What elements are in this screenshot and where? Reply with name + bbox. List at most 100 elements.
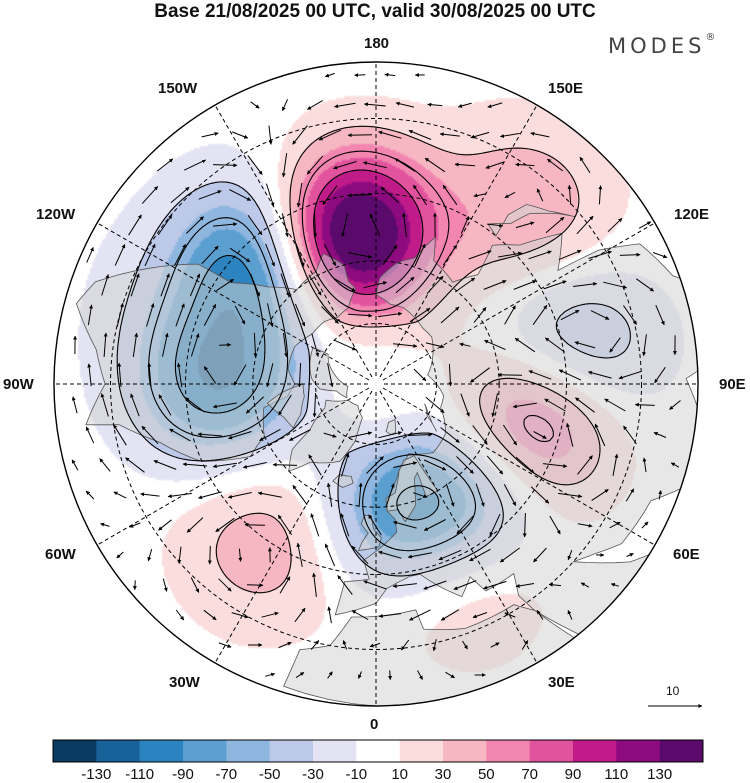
wind-arrow bbox=[382, 244, 398, 265]
wind-arrow bbox=[407, 552, 432, 559]
wind-arrow bbox=[229, 189, 252, 201]
land-polygon bbox=[75, 253, 357, 462]
colorbar-swatch bbox=[573, 740, 617, 762]
wind-arrow bbox=[253, 332, 258, 358]
wind-arrow bbox=[292, 484, 308, 505]
wind-arrow bbox=[486, 455, 504, 475]
wind-arrow bbox=[483, 580, 507, 590]
wind-arrow bbox=[158, 394, 172, 416]
wind-arrow bbox=[125, 457, 145, 473]
wind-arrow bbox=[324, 72, 335, 78]
wind-arrow bbox=[502, 424, 518, 446]
wind-arrow bbox=[326, 482, 333, 507]
wind-arrow bbox=[575, 397, 595, 413]
wind-arrow bbox=[442, 184, 458, 206]
lon-label-90w: 90W bbox=[3, 376, 34, 393]
wind-arrow bbox=[201, 245, 219, 265]
wind-arrow bbox=[312, 392, 317, 418]
wind-arrow bbox=[515, 162, 535, 167]
wind-arrow bbox=[590, 310, 610, 320]
colorbar-label: 90 bbox=[564, 766, 582, 783]
wind-arrow bbox=[186, 216, 204, 234]
wind-arrow bbox=[265, 243, 275, 267]
wind-arrow bbox=[250, 101, 260, 109]
colorbar-label: 50 bbox=[477, 766, 495, 783]
land-polygon bbox=[334, 232, 698, 652]
wind-arrow bbox=[185, 397, 205, 413]
wind-arrows bbox=[71, 72, 681, 680]
wind-arrow bbox=[368, 514, 382, 536]
wind-arrow bbox=[169, 428, 191, 442]
wind-arrow bbox=[85, 490, 95, 500]
wind-arrow bbox=[310, 513, 320, 537]
wind-arrow bbox=[244, 522, 266, 527]
wind-arrow bbox=[558, 492, 583, 499]
wind-arrow bbox=[114, 244, 126, 266]
wind-arrow bbox=[141, 425, 159, 445]
wind-arrow bbox=[456, 456, 474, 474]
wind-arrow bbox=[598, 185, 603, 205]
wind-arrow bbox=[573, 281, 598, 287]
wind-arrow bbox=[323, 244, 337, 266]
wind-arrow bbox=[144, 243, 156, 267]
meridian-line bbox=[211, 390, 373, 669]
wind-arrow bbox=[485, 161, 505, 169]
colorbar-swatch bbox=[443, 740, 487, 762]
wind-arrow bbox=[456, 515, 474, 535]
wind-arrow bbox=[369, 642, 381, 648]
colorbar-label: -30 bbox=[302, 766, 324, 783]
wind-arrow bbox=[513, 280, 537, 290]
wind-arrow bbox=[457, 102, 472, 108]
wind-arrow bbox=[591, 488, 609, 502]
colorbar-swatch bbox=[399, 740, 444, 762]
wind-arrow bbox=[218, 642, 232, 648]
wind-arrow bbox=[574, 341, 596, 349]
wind-arrow bbox=[307, 100, 323, 110]
wind-arrow bbox=[536, 188, 544, 202]
wind-arrow bbox=[395, 276, 415, 294]
wind-arrow bbox=[292, 125, 308, 145]
wind-arrow bbox=[567, 610, 573, 620]
wind-arrow bbox=[424, 157, 446, 173]
wind-arrow bbox=[334, 102, 356, 109]
wind-arrow bbox=[201, 131, 219, 138]
wind-arrow bbox=[394, 158, 416, 172]
wind-arrow bbox=[543, 463, 568, 468]
wind-arrow bbox=[212, 402, 237, 409]
wind-arrow bbox=[113, 424, 127, 446]
wind-arrow bbox=[261, 611, 279, 618]
wind-arrow bbox=[425, 396, 445, 414]
wind-arrow bbox=[626, 553, 634, 557]
wind-arrow bbox=[183, 159, 207, 171]
wind-arrow bbox=[622, 305, 638, 325]
wind-arrow bbox=[308, 274, 322, 296]
wind-arrow bbox=[558, 249, 582, 261]
colorbar-swatch bbox=[53, 740, 97, 762]
wind-arrow bbox=[576, 215, 594, 235]
contour-line bbox=[301, 150, 554, 443]
wind-arrow bbox=[101, 274, 110, 296]
lon-label-120e: 120E bbox=[674, 206, 710, 223]
wind-arrow bbox=[297, 362, 302, 388]
wind-arrow bbox=[189, 273, 201, 297]
wind-arrow bbox=[413, 368, 427, 382]
lon-label-60w: 60W bbox=[45, 546, 76, 563]
wind-arrow bbox=[670, 462, 680, 468]
wind-arrow bbox=[157, 214, 173, 236]
wind-arrow bbox=[533, 547, 547, 563]
wind-arrow bbox=[528, 370, 552, 380]
wind-arrow bbox=[533, 431, 547, 439]
wind-arrow bbox=[409, 609, 431, 621]
wind-arrow bbox=[85, 426, 95, 444]
wind-arrow bbox=[175, 609, 185, 621]
wind-arrow bbox=[87, 304, 94, 326]
wind-arrow bbox=[212, 462, 237, 469]
wind-arrow bbox=[272, 462, 298, 467]
wind-arrow bbox=[311, 333, 320, 357]
wind-arrow bbox=[489, 513, 501, 537]
lon-label-150w: 150W bbox=[158, 80, 198, 97]
wind-arrow bbox=[337, 575, 353, 595]
wind-arrow bbox=[296, 542, 303, 567]
wind-arrow bbox=[312, 572, 317, 597]
wind-arrow bbox=[567, 184, 572, 205]
